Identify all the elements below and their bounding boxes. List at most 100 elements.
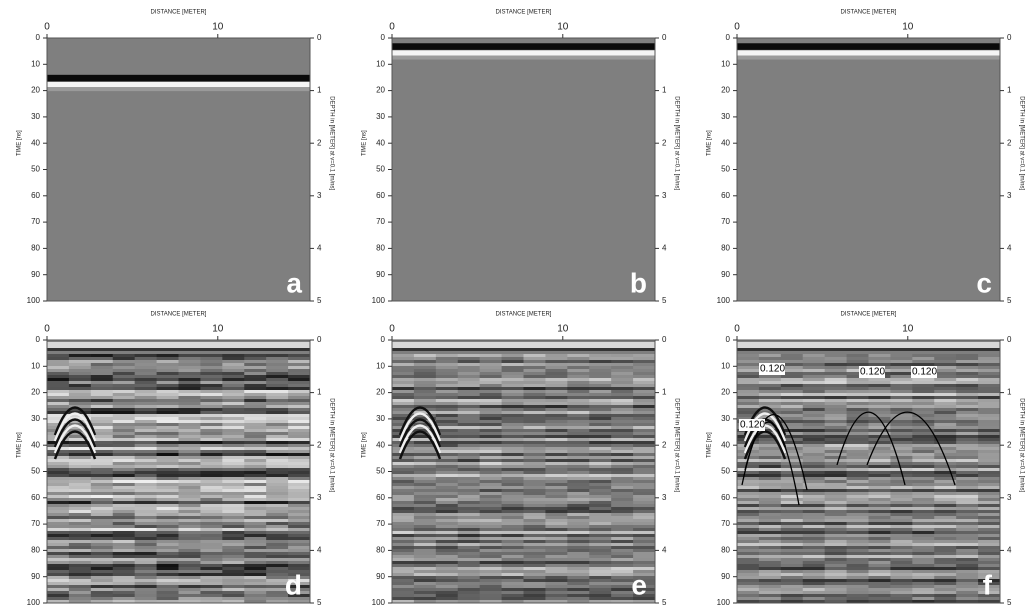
texture (780, 387, 804, 390)
texture (523, 465, 546, 468)
texture (457, 498, 481, 501)
texture (912, 405, 935, 408)
texture (479, 492, 503, 495)
texture (545, 594, 568, 597)
texture (244, 444, 267, 447)
texture (956, 513, 979, 516)
texture (47, 369, 70, 372)
texture (523, 570, 546, 573)
texture (567, 453, 590, 456)
x-axis-title: DISTANCE [METER] (841, 10, 897, 16)
texture (780, 381, 804, 384)
texture (737, 375, 760, 378)
texture (266, 567, 289, 570)
texture (934, 402, 957, 405)
texture (780, 597, 804, 600)
texture (978, 375, 1001, 378)
texture (501, 429, 524, 432)
texture (47, 396, 70, 399)
texture (802, 408, 826, 411)
texture (68, 540, 92, 543)
texture (479, 417, 503, 420)
texture (501, 570, 524, 573)
texture (545, 468, 568, 471)
texture (567, 483, 590, 486)
y2-tick-label: 0 (662, 335, 667, 344)
texture (956, 483, 979, 486)
texture (589, 504, 612, 507)
texture (868, 399, 891, 402)
texture (244, 564, 267, 567)
texture (413, 480, 437, 483)
texture (589, 477, 612, 480)
texture (780, 417, 804, 420)
texture (392, 540, 415, 543)
texture (824, 396, 848, 399)
texture (90, 441, 114, 444)
texture (47, 408, 70, 411)
texture (501, 360, 524, 363)
texture (112, 576, 136, 579)
texture (90, 459, 114, 462)
texture (846, 582, 869, 585)
texture (178, 465, 201, 468)
texture (523, 543, 546, 546)
texture (435, 543, 459, 546)
texture (912, 504, 935, 507)
texture (266, 573, 289, 576)
texture (413, 435, 437, 438)
texture (392, 567, 415, 570)
texture (780, 408, 804, 411)
texture (780, 576, 804, 579)
texture (912, 402, 935, 405)
texture (47, 531, 70, 534)
texture (156, 552, 179, 555)
texture (890, 486, 913, 489)
texture (200, 378, 223, 381)
texture (802, 507, 826, 510)
texture (222, 411, 245, 414)
texture (222, 504, 245, 507)
texture (633, 546, 656, 549)
texture (824, 519, 848, 522)
texture (956, 480, 979, 483)
texture (479, 411, 503, 414)
texture (178, 447, 201, 450)
reflection-dark (392, 43, 655, 50)
texture (780, 402, 804, 405)
texture (288, 480, 311, 483)
texture (737, 369, 760, 372)
texture (288, 597, 311, 600)
texture (978, 387, 1001, 390)
texture (112, 573, 136, 576)
texture (156, 357, 179, 360)
texture (435, 483, 459, 486)
texture (523, 471, 546, 474)
texture (802, 387, 826, 390)
texture (934, 444, 957, 447)
texture (956, 588, 979, 591)
texture (912, 477, 935, 480)
texture (266, 435, 289, 438)
texture (200, 501, 223, 504)
texture (244, 543, 267, 546)
texture (567, 471, 590, 474)
texture (156, 516, 179, 519)
texture (868, 549, 891, 552)
texture (758, 396, 782, 399)
texture (178, 576, 201, 579)
texture (435, 504, 459, 507)
texture (611, 462, 634, 465)
texture (802, 582, 826, 585)
y-tick-label: 100 (717, 598, 731, 607)
panel-label: b (630, 267, 647, 298)
texture (501, 426, 524, 429)
texture (112, 417, 136, 420)
texture (479, 435, 503, 438)
texture (589, 381, 612, 384)
texture (956, 546, 979, 549)
texture (633, 363, 656, 366)
texture (244, 426, 267, 429)
texture (912, 591, 935, 594)
texture (288, 399, 311, 402)
